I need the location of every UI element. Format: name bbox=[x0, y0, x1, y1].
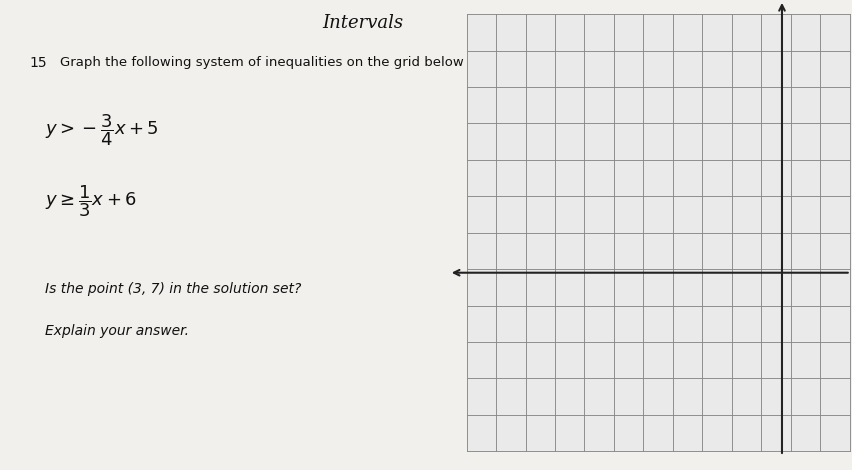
Text: Graph the following system of inequalities on the grid below and label the solut: Graph the following system of inequaliti… bbox=[60, 56, 630, 70]
Text: $y \geq \dfrac{1}{3}x + 6$: $y \geq \dfrac{1}{3}x + 6$ bbox=[44, 183, 136, 219]
Text: 15: 15 bbox=[29, 56, 47, 70]
Text: Is the point (3, 7) in the solution set?: Is the point (3, 7) in the solution set? bbox=[44, 282, 301, 296]
Text: Intervals: Intervals bbox=[322, 14, 403, 32]
Text: Explain your answer.: Explain your answer. bbox=[44, 324, 188, 338]
Text: $y > -\dfrac{3}{4}x + 5$: $y > -\dfrac{3}{4}x + 5$ bbox=[44, 113, 158, 149]
Bar bbox=[467, 14, 849, 451]
